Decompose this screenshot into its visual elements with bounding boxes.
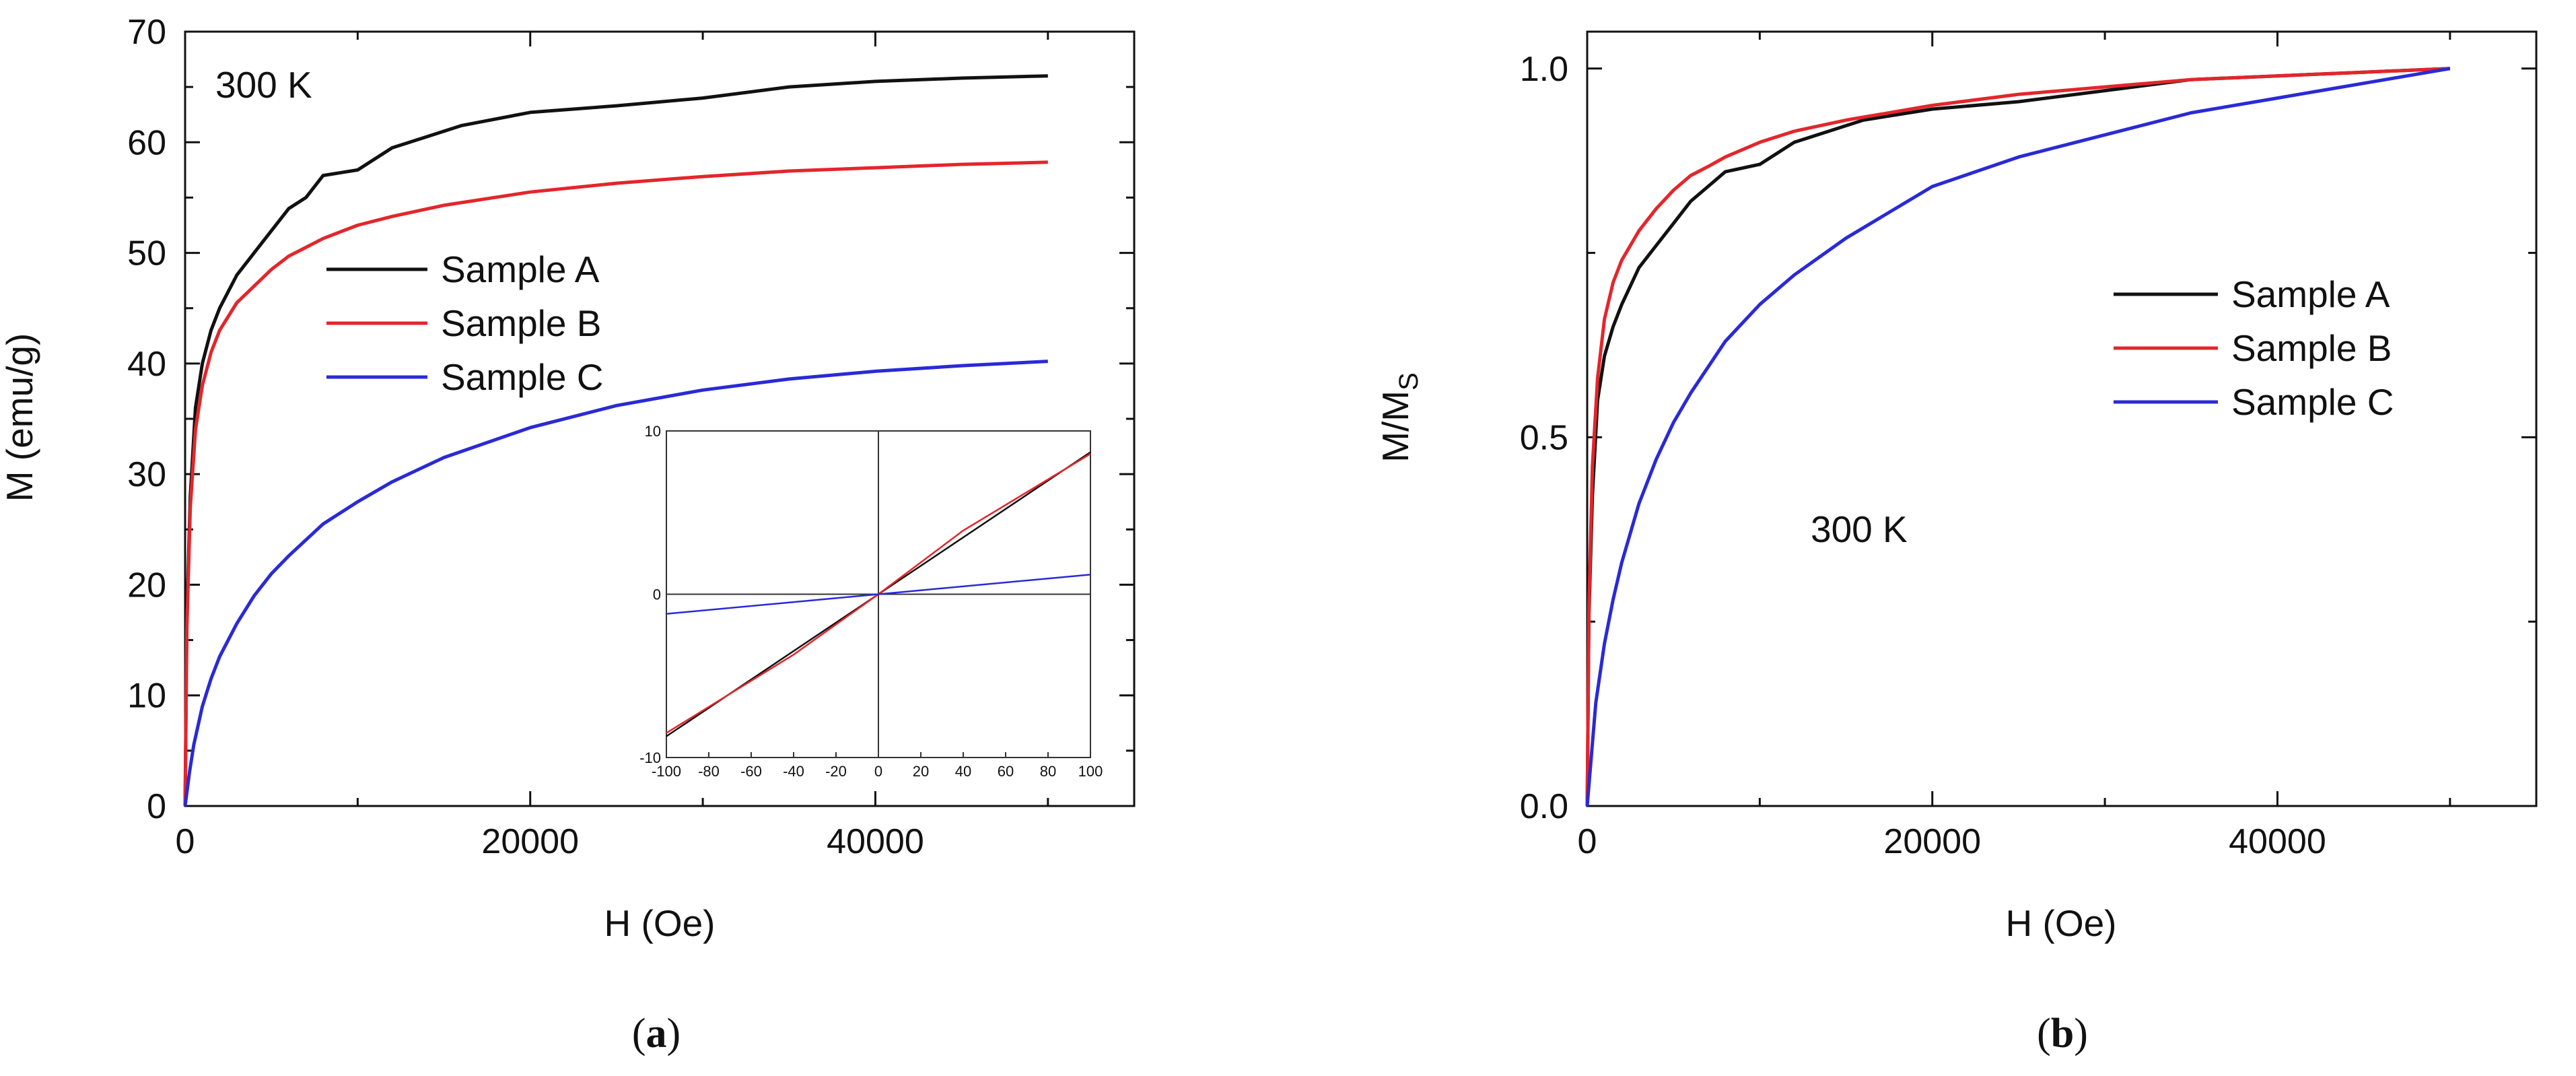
a-series-sample-b-line bbox=[183, 160, 1048, 807]
b-legend-label-sample-c: Sample C bbox=[2231, 381, 2394, 423]
b-y-axis-label-subscript: S bbox=[1394, 372, 1424, 391]
inset-x-tick-label: 60 bbox=[998, 763, 1014, 780]
b-y-tick-label: 0.0 bbox=[1520, 787, 1568, 826]
inset-y-tick-label: 10 bbox=[645, 423, 661, 440]
panel-a-y-axis-label: M (emu/g) bbox=[0, 333, 40, 502]
a-series-sample-c-line bbox=[183, 360, 1048, 807]
inset-x-tick-label: -100 bbox=[652, 763, 681, 780]
inset-series-sample-c-line bbox=[666, 574, 1091, 615]
a-legend-label-sample-c: Sample C bbox=[441, 356, 603, 398]
a-caption-close-paren: ) bbox=[667, 1011, 681, 1056]
a-x-tick-label: 20000 bbox=[481, 822, 579, 861]
panel-b-legend: Sample A Sample B Sample C bbox=[2114, 273, 2394, 423]
a-caption-open-paren: ( bbox=[632, 1011, 646, 1056]
b-legend-label-sample-b: Sample B bbox=[2231, 327, 2392, 369]
b-x-tick-label: 0 bbox=[1578, 822, 1597, 861]
inset-x-tick-label: -80 bbox=[698, 763, 720, 780]
panel-a-x-axis-label: H (Oe) bbox=[604, 902, 716, 944]
b-legend-label-sample-a: Sample A bbox=[2231, 273, 2390, 315]
panel-b-plot-frame bbox=[1586, 30, 2538, 807]
b-y-tick-label: 0.5 bbox=[1520, 418, 1568, 457]
panel-a-legend: Sample A Sample B Sample C bbox=[326, 248, 603, 398]
panel-b-temperature-annotation: 300 K bbox=[1811, 508, 1908, 550]
inset-x-tick-label: -20 bbox=[825, 763, 847, 780]
a-y-tick-label: 20 bbox=[127, 566, 166, 605]
b-y-tick-label: 1.0 bbox=[1520, 50, 1568, 89]
a-x-tick-label: 0 bbox=[176, 822, 195, 861]
panel-b-y-axis-label: M/MS bbox=[1374, 372, 1424, 463]
inset-x-tick-label: -60 bbox=[740, 763, 762, 780]
inset-y-tick-label: -10 bbox=[639, 749, 661, 766]
a-series-sample-a-line bbox=[183, 74, 1048, 807]
a-y-tick-label: 60 bbox=[127, 123, 166, 162]
b-caption-open-paren: ( bbox=[2037, 1011, 2051, 1056]
a-y-tick-label: 70 bbox=[127, 13, 166, 52]
a-y-tick-label: 50 bbox=[127, 234, 166, 273]
a-x-tick-label: 40000 bbox=[827, 822, 924, 861]
a-legend-label-sample-b: Sample B bbox=[441, 302, 601, 344]
b-caption-letter: b bbox=[2051, 1011, 2074, 1056]
inset-x-tick-label: 80 bbox=[1040, 763, 1056, 780]
inset-x-tick-label: -40 bbox=[783, 763, 804, 780]
a-y-tick-label: 40 bbox=[127, 345, 166, 384]
inset-x-tick-label: 100 bbox=[1078, 763, 1103, 780]
panel-b-series-lines bbox=[1585, 67, 2451, 807]
a-y-tick-label: 10 bbox=[127, 677, 166, 716]
panel-b-axis-ticks: 0 20000 40000 0.0 0.5 1.0 bbox=[1520, 32, 2536, 861]
panel-a-series-lines bbox=[183, 74, 1048, 807]
b-series-sample-a-line bbox=[1585, 67, 2450, 807]
panel-a-temperature-annotation: 300 K bbox=[215, 64, 312, 106]
a-y-tick-label: 30 bbox=[127, 455, 166, 494]
panel-b-caption: (b) bbox=[2037, 1011, 2088, 1056]
b-x-tick-label: 40000 bbox=[2229, 822, 2326, 861]
panel-a-axis-ticks: 0 20000 40000 0 10 20 30 40 50 60 70 bbox=[127, 13, 1134, 861]
a-legend-label-sample-a: Sample A bbox=[441, 248, 600, 290]
a-y-tick-label: 0 bbox=[147, 787, 166, 826]
inset-x-tick-label: 0 bbox=[874, 763, 882, 780]
b-series-sample-b-line bbox=[1585, 67, 2450, 807]
inset-y-tick-label: 0 bbox=[653, 586, 661, 603]
panel-a-caption: (a) bbox=[632, 1011, 681, 1056]
b-y-axis-label-main: M/M bbox=[1374, 391, 1416, 463]
b-series-sample-c-line bbox=[1585, 67, 2451, 807]
inset-x-tick-label: 40 bbox=[955, 763, 971, 780]
inset-x-tick-label: 20 bbox=[913, 763, 929, 780]
a-caption-letter: a bbox=[646, 1011, 667, 1056]
b-x-tick-label: 20000 bbox=[1883, 822, 1981, 861]
panel-b-x-axis-label: H (Oe) bbox=[2006, 902, 2117, 944]
b-caption-close-paren: ) bbox=[2074, 1011, 2088, 1056]
